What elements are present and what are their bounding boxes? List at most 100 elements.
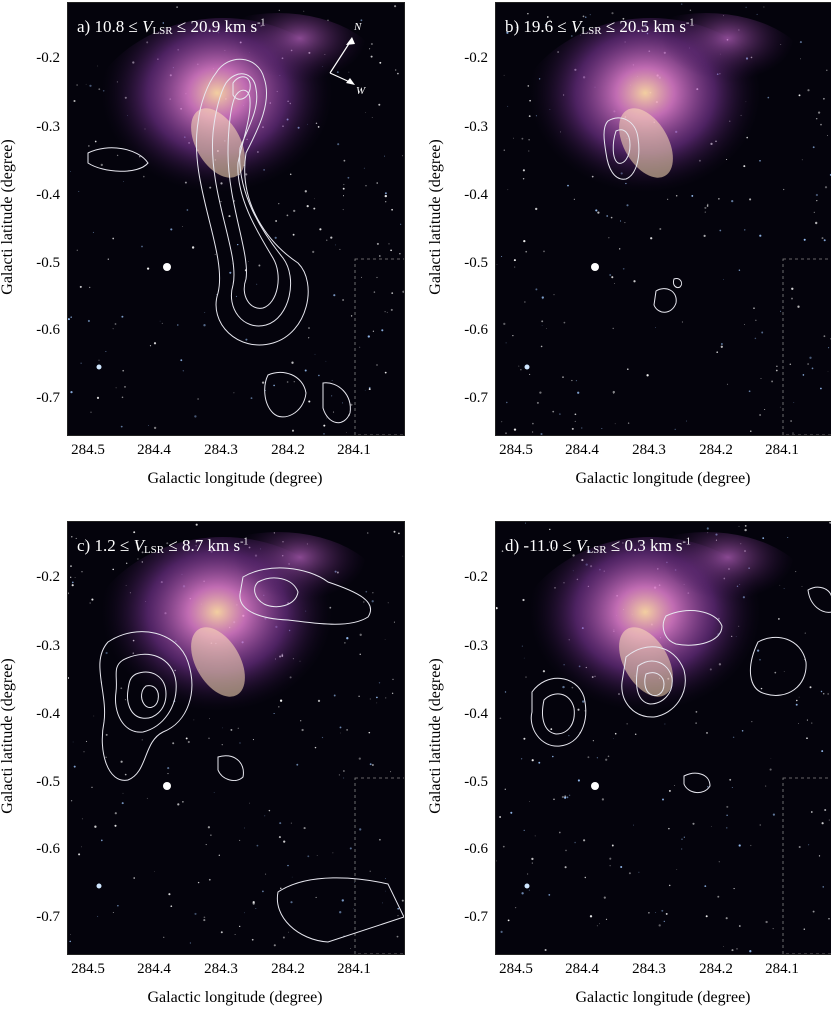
- background-star: [342, 402, 344, 404]
- contour-line: [683, 772, 711, 793]
- background-star: [239, 925, 241, 928]
- background-star: [638, 871, 640, 873]
- bright-star: [591, 782, 599, 790]
- background-star: [333, 294, 336, 297]
- contour-line: [653, 288, 677, 313]
- background-star: [761, 331, 764, 334]
- background-star: [803, 928, 806, 930]
- background-star: [518, 365, 520, 367]
- background-star: [256, 283, 258, 285]
- background-star: [113, 549, 115, 551]
- background-star: [250, 397, 253, 400]
- background-star: [553, 798, 555, 801]
- contour-line: [612, 129, 631, 164]
- bright-star: [591, 263, 599, 271]
- background-star: [686, 420, 687, 422]
- background-star: [549, 528, 551, 531]
- background-star: [521, 892, 524, 895]
- background-star: [153, 342, 157, 345]
- background-star: [601, 428, 603, 429]
- background-star: [754, 337, 757, 340]
- background-star: [280, 887, 282, 889]
- background-star: [542, 298, 544, 300]
- background-star: [501, 255, 503, 258]
- background-star: [372, 764, 374, 766]
- background-star: [177, 324, 179, 326]
- background-star: [549, 19, 551, 22]
- background-star: [683, 836, 685, 838]
- y-axis-label: Galacti latitude (degree): [0, 658, 16, 814]
- background-star: [76, 249, 78, 251]
- figure-panel-a: a) 10.8 ≤ VLSR ≤ 20.9 km s-1 N W Galacti…: [0, 0, 405, 500]
- background-star: [291, 361, 294, 364]
- background-star: [381, 329, 384, 332]
- background-star: [522, 598, 525, 602]
- y-tick-label: -0.3: [464, 119, 488, 135]
- background-star: [804, 659, 805, 661]
- background-star: [828, 819, 830, 821]
- background-star: [532, 431, 534, 433]
- background-star: [326, 417, 328, 419]
- background-star: [312, 250, 315, 253]
- background-star: [395, 69, 397, 71]
- background-star: [323, 424, 326, 427]
- background-star: [748, 390, 751, 393]
- background-star: [69, 940, 71, 943]
- background-star: [149, 345, 152, 347]
- background-star: [367, 335, 370, 338]
- background-star: [809, 356, 812, 359]
- background-star: [210, 834, 212, 836]
- background-star: [609, 865, 611, 867]
- background-star: [117, 905, 119, 907]
- background-star: [776, 365, 778, 367]
- background-star: [646, 374, 649, 377]
- background-star: [401, 899, 404, 902]
- background-star: [544, 948, 547, 952]
- bright-star: [96, 883, 102, 889]
- y-axis-label: Galacti latitude (degree): [427, 658, 444, 814]
- background-star: [105, 756, 107, 758]
- background-star: [763, 6, 765, 8]
- background-star: [812, 146, 815, 149]
- background-star: [399, 253, 401, 255]
- bright-star: [96, 364, 102, 370]
- background-star: [726, 814, 728, 816]
- background-star: [331, 395, 333, 397]
- background-star: [524, 301, 526, 303]
- background-star: [291, 876, 293, 878]
- background-star: [115, 387, 117, 389]
- bright-star: [524, 364, 530, 370]
- y-tick-label: -0.6: [36, 841, 60, 857]
- background-star: [612, 390, 615, 394]
- background-star: [541, 320, 544, 323]
- background-star: [146, 797, 148, 799]
- background-star: [373, 291, 376, 293]
- background-star: [779, 406, 781, 408]
- background-star: [822, 886, 824, 888]
- background-star: [293, 381, 295, 383]
- background-star: [531, 862, 533, 864]
- background-star: [815, 193, 819, 197]
- contour-line: [254, 577, 299, 608]
- y-tick-label: -0.4: [36, 706, 60, 722]
- background-star: [564, 796, 567, 799]
- background-star: [538, 761, 541, 764]
- background-star: [801, 159, 803, 161]
- background-star: [821, 750, 824, 753]
- background-star: [824, 186, 828, 189]
- background-star: [780, 310, 782, 312]
- background-star: [706, 527, 709, 530]
- background-star: [628, 872, 631, 875]
- background-star: [258, 264, 261, 267]
- contour-line: [542, 693, 575, 735]
- background-star: [350, 948, 351, 949]
- background-star: [264, 815, 266, 817]
- background-star: [92, 231, 94, 233]
- background-star: [760, 378, 762, 379]
- background-star: [744, 525, 747, 527]
- background-star: [203, 916, 206, 919]
- velocity-range-label: a) 10.8 ≤ VLSR ≤ 20.9 km s-1: [77, 17, 266, 37]
- background-star: [369, 698, 371, 700]
- background-star: [513, 428, 517, 431]
- background-star: [252, 901, 255, 904]
